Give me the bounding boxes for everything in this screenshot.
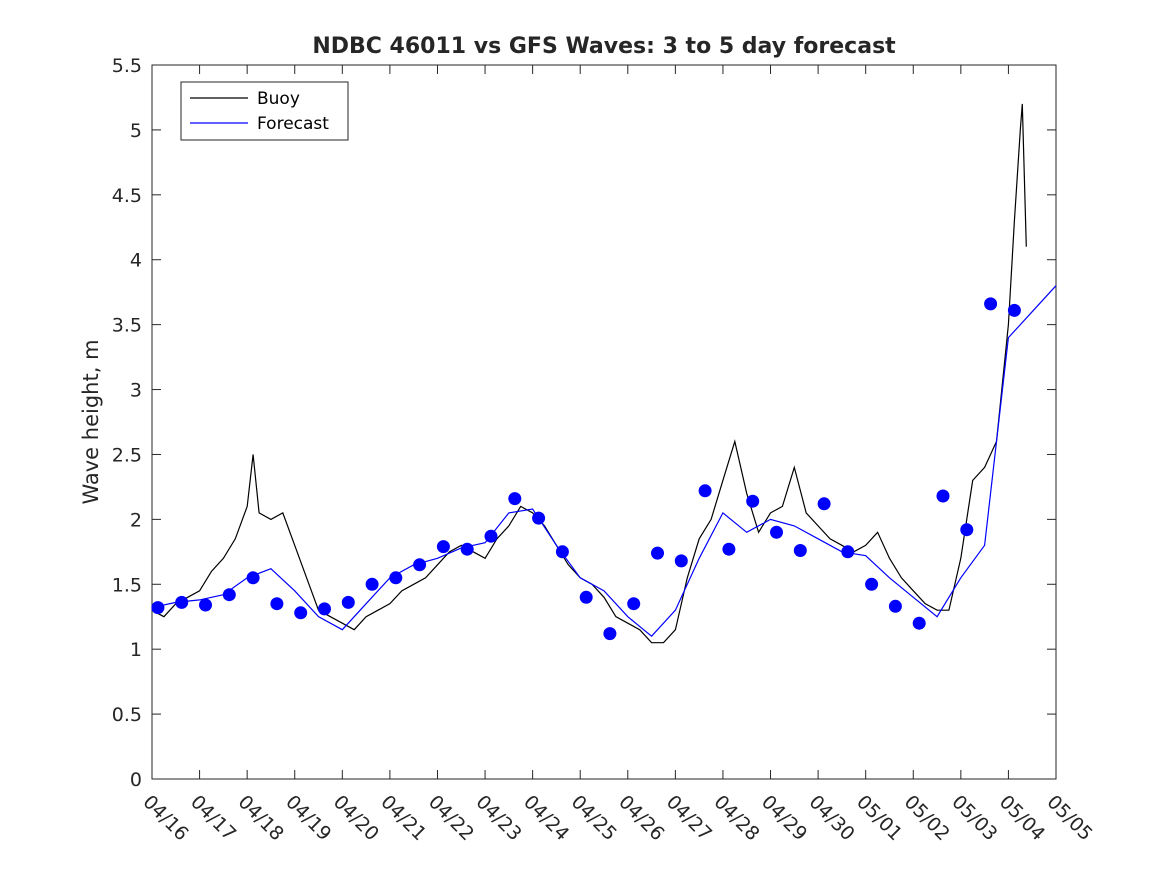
- x-tick-label: 04/30: [805, 791, 859, 845]
- forecast-point: [1007, 303, 1021, 317]
- forecast-point: [151, 601, 165, 615]
- x-tick-label: 05/01: [852, 791, 906, 845]
- x-tick-label: 04/29: [757, 791, 811, 845]
- x-tick-label: 04/23: [472, 791, 526, 845]
- x-tick-label: 04/16: [138, 791, 192, 845]
- forecast-point: [460, 542, 474, 556]
- forecast-series-line: [151, 285, 1057, 638]
- forecast-point: [722, 542, 736, 556]
- y-tick-label: 5.5: [112, 55, 142, 77]
- forecast-point: [508, 492, 522, 506]
- y-tick-label: 4: [130, 250, 142, 272]
- forecast-point: [246, 571, 260, 585]
- x-tick-label: 04/25: [567, 791, 621, 845]
- x-tick-label: 05/02: [900, 791, 954, 845]
- x-tick-label: 04/27: [662, 791, 716, 845]
- x-tick-label: 05/03: [947, 791, 1001, 845]
- forecast-point: [555, 545, 569, 559]
- series-layer: [151, 103, 1057, 644]
- forecast-point: [912, 616, 926, 630]
- x-tick-label: 04/19: [281, 791, 335, 845]
- forecast-point: [389, 571, 403, 585]
- y-tick-label: 3.5: [112, 315, 142, 337]
- y-tick-label: 5: [130, 120, 142, 142]
- x-tick-label: 04/24: [519, 791, 573, 845]
- legend: Buoy Forecast: [180, 81, 349, 141]
- forecast-point: [413, 558, 427, 572]
- forecast-point: [888, 599, 902, 613]
- legend-forecast-label: Forecast: [257, 114, 329, 134]
- y-tick-label: 0.5: [112, 704, 142, 726]
- y-tick-label: 1: [130, 639, 142, 661]
- forecast-point: [627, 597, 641, 611]
- forecast-point: [651, 546, 664, 560]
- forecast-point: [841, 545, 855, 559]
- x-tick-label: 04/17: [186, 791, 240, 845]
- y-tick-label: 2: [130, 509, 142, 531]
- y-tick-label: 4.5: [112, 185, 142, 207]
- legend-buoy-label: Buoy: [257, 89, 300, 109]
- x-tick-label: 04/18: [234, 791, 288, 845]
- x-tick-label: 04/28: [709, 791, 763, 845]
- forecast-point: [484, 529, 498, 543]
- forecast-point: [175, 595, 189, 609]
- forecast-point: [936, 489, 950, 503]
- legend-box: [180, 81, 349, 141]
- forecast-point: [984, 297, 998, 311]
- forecast-markers: [151, 297, 1021, 641]
- forecast-point: [960, 523, 974, 537]
- x-tick-label: 04/26: [614, 791, 668, 845]
- forecast-point: [199, 598, 212, 612]
- forecast-point: [365, 577, 379, 591]
- forecast-point: [532, 511, 546, 525]
- x-tick-label: 05/05: [1042, 791, 1096, 845]
- buoy-series-line: [151, 103, 1027, 644]
- x-tick-label: 04/22: [424, 791, 478, 845]
- forecast-point: [698, 484, 712, 498]
- y-tick-label: 0: [130, 769, 142, 791]
- x-tick-label: 04/20: [329, 791, 383, 845]
- y-tick-label: 1.5: [112, 574, 142, 596]
- x-tick-label: 04/21: [376, 791, 430, 845]
- forecast-point: [603, 627, 617, 641]
- forecast-point: [865, 577, 879, 591]
- y-axis: 0 0.5 1 1.5 2 2.5 3 3.5 4 4.5 5 5.5: [112, 55, 1056, 791]
- forecast-point: [793, 544, 807, 557]
- forecast-point: [222, 588, 236, 602]
- forecast-point: [674, 554, 688, 568]
- forecast-point: [746, 494, 760, 508]
- chart-title: NDBC 46011 vs GFS Waves: 3 to 5 day fore…: [312, 34, 896, 59]
- x-tick-label: 05/04: [995, 791, 1049, 845]
- forecast-point: [436, 540, 450, 554]
- forecast-point: [341, 595, 355, 609]
- y-tick-label: 2.5: [112, 444, 142, 466]
- forecast-point: [270, 597, 284, 611]
- y-axis-label: Wave height, m: [79, 339, 103, 504]
- y-tick-label: 3: [130, 380, 142, 402]
- forecast-point: [318, 602, 331, 616]
- plot-area: [151, 64, 1057, 780]
- forecast-point: [294, 606, 308, 620]
- forecast-point: [817, 497, 831, 511]
- forecast-point: [770, 525, 783, 539]
- forecast-point: [579, 590, 593, 604]
